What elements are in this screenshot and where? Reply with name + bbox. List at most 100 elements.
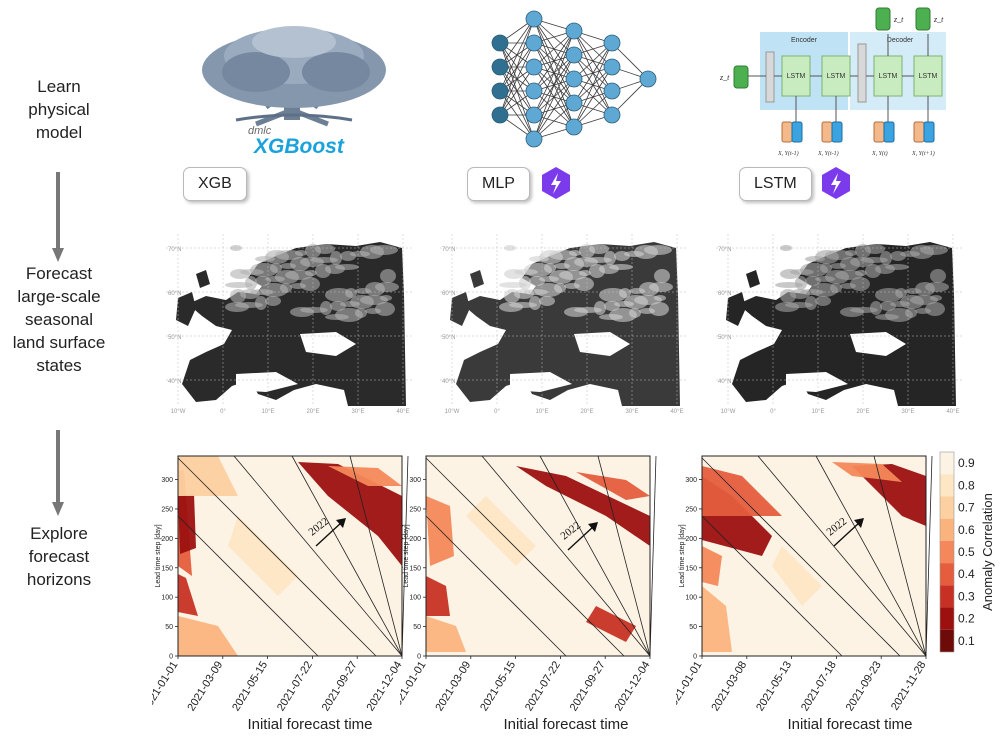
correlation-region: [328, 466, 402, 486]
lat-label: 40°N: [442, 379, 455, 385]
lon-label: 40°E: [946, 409, 959, 414]
x-tick-label: 2021-03-09: [433, 659, 473, 713]
correlation-region: [426, 576, 450, 616]
colorbar-tick-label: 0.3: [958, 589, 975, 603]
plot-frame: [425, 455, 651, 657]
colorbar-tick-label: 0.9: [958, 456, 975, 470]
colorbar-segment: [940, 563, 954, 586]
diagonal-line: [757, 455, 927, 657]
y-tick-label: 0: [169, 654, 173, 661]
flow-arrow-down: [52, 172, 64, 262]
lstm-diagram: Encoder Decoder z_t LSTM LSTM LSTM LSTM …: [719, 7, 946, 157]
colorbar-tick-label: 0.7: [958, 501, 975, 515]
colorbar-segment: [940, 629, 954, 652]
colorbar-tick-label: 0.8: [958, 478, 975, 492]
correlation-region: [702, 586, 732, 652]
diagonal-line: [425, 457, 625, 657]
network-node: [603, 58, 621, 76]
plot-frame: [177, 455, 403, 657]
trend-arrowhead: [336, 518, 346, 528]
mediterranean: [510, 372, 572, 392]
correlation-region: [298, 462, 402, 566]
x-tick-label: 2021-05-15: [478, 659, 518, 713]
colorbar-segment: [940, 540, 954, 564]
y-tick-label: 200: [409, 536, 421, 543]
lstm-cell-label: LSTM: [919, 73, 938, 80]
xgboost-logo: dmlc XGBoost: [202, 26, 386, 158]
correlation-region: [178, 574, 198, 616]
diagonal-line: [481, 455, 651, 657]
black-sea: [574, 332, 630, 356]
correlation-region: [852, 464, 926, 526]
colorbar-label: Anomaly Correlation: [980, 493, 995, 611]
lon-label: 10°W: [721, 409, 736, 414]
trend-arrowhead: [588, 522, 598, 532]
network-node: [565, 22, 583, 40]
lat-label: 50°N: [442, 335, 455, 341]
row-label-explore: Explore forecast horizons: [0, 522, 118, 591]
x-tick-label: 2021-03-08: [709, 659, 749, 713]
lat-label: 70°N: [442, 247, 455, 253]
lon-label: 40°E: [670, 409, 683, 414]
lightning-badge-icon: [822, 167, 850, 199]
land-mass: [726, 292, 746, 326]
x-axis-title-mlp: Initial forecast time: [503, 716, 629, 733]
row-label-line: physical: [28, 100, 90, 119]
lon-label: 10°E: [535, 409, 548, 414]
diagonal-line: [177, 515, 319, 657]
land-mass: [176, 292, 196, 326]
network-node: [565, 118, 583, 136]
trend-arrow: [315, 521, 343, 547]
europe-map-lstm: 70°N 60°N 50°N 40°N 10°W 0° 10°E 20°E 30°E 40°E: [716, 234, 964, 414]
lstm-bottom-label: X, Y(t-1): [817, 150, 839, 157]
y-tick-label: 300: [409, 477, 421, 484]
x-axis-title-lstm: Initial forecast time: [787, 716, 913, 733]
mediterranean: [786, 372, 848, 392]
y-tick-label: 300: [161, 477, 173, 484]
y-tick-label: 150: [161, 565, 173, 572]
lon-label: 30°E: [625, 409, 638, 414]
lstm-bottom-inputs: [781, 121, 935, 143]
diagonal-line: [649, 455, 657, 657]
colorbar-tick-label: 0.2: [958, 612, 975, 626]
lat-label: 70°N: [168, 247, 181, 253]
correlation-region: [702, 546, 722, 586]
diagonal-line: [401, 455, 409, 657]
diagonal-line: [597, 455, 651, 657]
trend-arrow: [567, 525, 595, 551]
lon-label: 10°E: [811, 409, 824, 414]
lstm-input-label: z_t: [719, 73, 730, 82]
x-tick-label: 2021-07-22: [523, 659, 563, 713]
x-axis-title-xgb: Initial forecast time: [247, 716, 373, 733]
lstm-bottom-label: X, Y(t-1): [777, 150, 799, 157]
diagonal-line: [177, 457, 377, 657]
colorbar-segment: [940, 474, 954, 497]
x-tick-label: 2021-01-01: [152, 659, 181, 713]
land-mass: [746, 270, 760, 288]
y-tick-label: 250: [409, 506, 421, 513]
mlp-network-diagram: [491, 10, 657, 148]
europe-map-xgb: 70°N 60°N 50°N 40°N 10°W 0° 10°E 20°E 30°E 40°E: [166, 234, 414, 414]
diagonal-line: [349, 455, 403, 657]
correlation-region: [576, 472, 650, 500]
lstm-output-cylinder: [875, 7, 891, 31]
row-label-line: states: [36, 356, 82, 375]
land-mass: [182, 242, 406, 406]
mediterranean: [236, 372, 298, 392]
lon-label: 10°W: [445, 409, 460, 414]
diagonal-line: [925, 455, 933, 657]
y-tick-label: 100: [685, 595, 697, 602]
xgboost-logo-line1: dmlc: [248, 125, 272, 137]
land-mass: [732, 242, 956, 406]
europe-map-mlp: 70°N 60°N 50°N 40°N 10°W 0° 10°E 20°E 30°E 40°E: [440, 234, 688, 414]
colorbar-segment: [940, 496, 954, 519]
heatmap-mlp: 0 50 100 150 200 250 300 Lead time step [day] 20…: [400, 455, 657, 713]
lat-label: 50°N: [168, 335, 181, 341]
diagonal-line: [873, 455, 927, 657]
network-node: [603, 34, 621, 52]
colorbar-segment: [940, 518, 954, 541]
colorbar-tick-label: 0.4: [958, 567, 975, 581]
correlation-region: [516, 466, 650, 546]
network-node: [603, 82, 621, 100]
row-label-line: forecast: [28, 547, 90, 566]
